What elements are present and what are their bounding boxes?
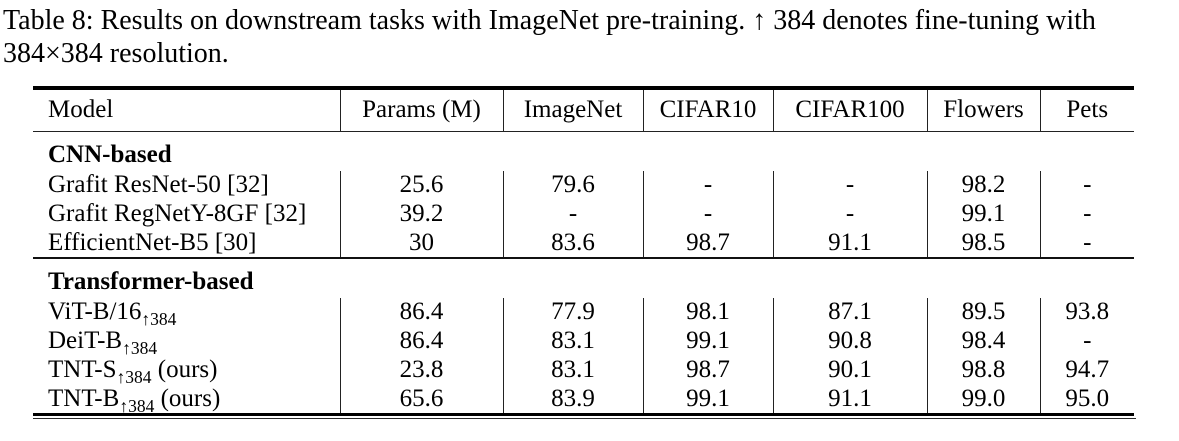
section-cnn: CNN-based Grafit ResNet-50 [32] 25.6 79.…: [33, 131, 1134, 258]
cell-imagenet: 83.6: [502, 228, 643, 258]
cell-params: 86.4: [339, 297, 503, 327]
cell-cifar10: 99.1: [642, 326, 773, 356]
model-name: Grafit RegNetY-8GF [32]: [48, 200, 307, 227]
cell-imagenet: 83.1: [502, 355, 643, 385]
model-cell: Grafit RegNetY-8GF [32]: [33, 200, 340, 229]
col-header-cifar10: CIFAR10: [642, 88, 773, 131]
section-label-cnn: CNN-based: [48, 140, 172, 168]
section-header-row: Transformer-based: [33, 257, 1134, 298]
model-cell: EfficientNet-B5 [30]: [33, 229, 340, 258]
table-row: Grafit RegNetY-8GF [32] 39.2 - - - 99.1 …: [33, 199, 1134, 229]
section-header-row: CNN-based: [33, 131, 1134, 171]
cell-pets: 95.0: [1039, 384, 1134, 414]
model-suffix: (ours): [154, 384, 221, 412]
cell-cifar10: -: [642, 170, 773, 200]
cell-flowers: 89.5: [926, 297, 1040, 327]
cell-pets: -: [1039, 228, 1134, 258]
model-name: EfficientNet-B5 [30]: [48, 228, 257, 256]
cell-cifar100: 90.8: [772, 326, 927, 356]
cell-params: 65.6: [339, 384, 503, 414]
model-subscript: ↑384: [116, 367, 152, 387]
cell-cifar100: 91.1: [772, 384, 927, 414]
results-table-wrap: Model Params (M) ImageNet CIFAR10 CIFAR1…: [33, 86, 1136, 419]
table-header: Model Params (M) ImageNet CIFAR10 CIFAR1…: [33, 88, 1134, 131]
model-name: TNT-S: [48, 356, 117, 383]
model-cell: Grafit ResNet-50 [32]: [33, 171, 340, 200]
model-name: Grafit ResNet-50 [32]: [48, 171, 269, 198]
table-row: TNT-B↑384 (ours) 65.6 83.9 99.1 91.1 99.…: [33, 384, 1134, 415]
model-name: DeiT-B: [48, 327, 123, 354]
cell-pets: 94.7: [1039, 355, 1134, 385]
cell-cifar10: 98.7: [642, 355, 773, 385]
cell-imagenet: 79.6: [502, 170, 643, 200]
cell-cifar100: -: [772, 199, 927, 229]
cell-imagenet: -: [502, 199, 643, 229]
model-name: TNT-B: [48, 384, 120, 412]
results-table: Model Params (M) ImageNet CIFAR10 CIFAR1…: [33, 86, 1134, 416]
table-row: EfficientNet-B5 [30] 30 83.6 98.7 91.1 9…: [33, 228, 1134, 258]
cell-cifar10: 98.1: [642, 297, 773, 327]
cell-cifar100: 91.1: [772, 228, 927, 258]
cell-cifar10: 98.7: [642, 228, 773, 258]
col-header-flowers: Flowers: [926, 88, 1040, 131]
table-row: ViT-B/16↑384 86.4 77.9 98.1 87.1 89.5 93…: [33, 297, 1134, 329]
table-row: DeiT-B↑384 86.4 83.1 99.1 90.8 98.4 -: [33, 326, 1134, 358]
cell-pets: -: [1039, 199, 1134, 229]
table-row: Grafit ResNet-50 [32] 25.6 79.6 - - 98.2…: [33, 170, 1134, 200]
cell-pets: -: [1039, 326, 1134, 356]
cell-cifar100: 87.1: [772, 297, 927, 327]
cell-cifar100: -: [772, 170, 927, 200]
cell-params: 25.6: [339, 170, 503, 200]
table-row: TNT-S↑384 (ours) 23.8 83.1 98.7 90.1 98.…: [33, 355, 1134, 387]
cell-imagenet: 77.9: [502, 297, 643, 327]
model-cell: TNT-B↑384 (ours): [33, 385, 340, 415]
caption-line-1: Table 8: Results on downstream tasks wit…: [3, 5, 1096, 36]
cell-pets: -: [1039, 170, 1134, 200]
cell-cifar100: 90.1: [772, 355, 927, 385]
model-cell: DeiT-B↑384: [33, 327, 340, 358]
section-transformer: Transformer-based ViT-B/16↑384 86.4 77.9…: [33, 257, 1134, 415]
cell-pets: 93.8: [1039, 297, 1134, 327]
header-row: Model Params (M) ImageNet CIFAR10 CIFAR1…: [33, 88, 1134, 131]
table-caption: Table 8: Results on downstream tasks wit…: [0, 0, 1179, 70]
col-header-model: Model: [48, 96, 114, 124]
cell-params: 23.8: [339, 355, 503, 385]
section-label-transformer: Transformer-based: [48, 267, 254, 295]
cell-flowers: 98.5: [926, 228, 1040, 258]
cell-flowers: 99.0: [926, 384, 1040, 414]
caption-line-2: 384×384 resolution.: [3, 38, 229, 69]
model-name: ViT-B/16: [48, 298, 142, 325]
model-subscript: ↑384: [119, 395, 155, 416]
model-subscript: ↑384: [122, 338, 158, 358]
cell-flowers: 98.4: [926, 326, 1040, 356]
col-header-imagenet: ImageNet: [502, 88, 643, 131]
model-cell: ViT-B/16↑384: [33, 298, 340, 329]
cell-params: 86.4: [339, 326, 503, 356]
cell-imagenet: 83.1: [502, 326, 643, 356]
cell-flowers: 98.2: [926, 170, 1040, 200]
cell-flowers: 99.1: [926, 199, 1040, 229]
model-subscript: ↑384: [141, 309, 177, 329]
cell-params: 39.2: [339, 199, 503, 229]
col-header-pets: Pets: [1039, 88, 1134, 131]
cell-cifar10: 99.1: [642, 384, 773, 414]
col-header-params: Params (M): [339, 88, 503, 131]
model-suffix: (ours): [151, 356, 218, 383]
cell-imagenet: 83.9: [502, 384, 643, 414]
model-cell: TNT-S↑384 (ours): [33, 356, 340, 387]
cell-cifar10: -: [642, 199, 773, 229]
cell-params: 30: [339, 228, 503, 258]
cell-flowers: 98.8: [926, 355, 1040, 385]
col-header-cifar100: CIFAR100: [772, 88, 927, 131]
